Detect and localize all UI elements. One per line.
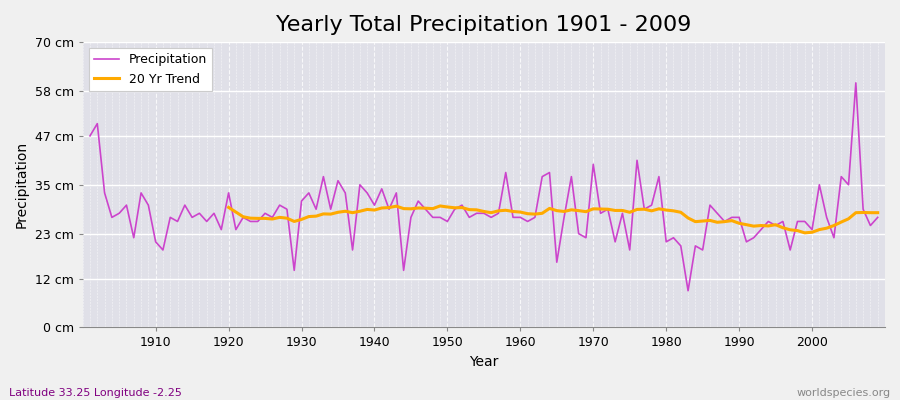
Precipitation xyxy=(515,215,526,220)
Precipitation xyxy=(850,80,861,85)
20 Yr Trend xyxy=(858,210,868,215)
Precipitation xyxy=(303,190,314,195)
Text: Latitude 33.25 Longitude -2.25: Latitude 33.25 Longitude -2.25 xyxy=(9,388,182,398)
20 Yr Trend xyxy=(785,228,796,232)
Precipitation xyxy=(683,288,694,293)
Text: worldspecies.org: worldspecies.org xyxy=(796,388,891,398)
20 Yr Trend xyxy=(799,230,810,235)
Precipitation xyxy=(143,203,154,208)
Precipitation xyxy=(602,207,613,212)
X-axis label: Year: Year xyxy=(469,355,499,369)
Title: Yearly Total Precipitation 1901 - 2009: Yearly Total Precipitation 1901 - 2009 xyxy=(276,15,691,35)
Y-axis label: Precipitation: Precipitation xyxy=(15,141,29,228)
20 Yr Trend xyxy=(223,205,234,210)
Precipitation xyxy=(872,215,883,220)
Line: 20 Yr Trend: 20 Yr Trend xyxy=(229,206,878,233)
20 Yr Trend xyxy=(872,210,883,215)
Precipitation xyxy=(508,215,518,220)
20 Yr Trend xyxy=(435,204,446,208)
20 Yr Trend xyxy=(770,222,781,227)
Line: Precipitation: Precipitation xyxy=(90,83,878,291)
Precipitation xyxy=(347,248,358,252)
Legend: Precipitation, 20 Yr Trend: Precipitation, 20 Yr Trend xyxy=(89,48,212,91)
20 Yr Trend xyxy=(420,206,431,210)
Precipitation xyxy=(85,134,95,138)
20 Yr Trend xyxy=(683,216,694,220)
20 Yr Trend xyxy=(310,214,321,218)
